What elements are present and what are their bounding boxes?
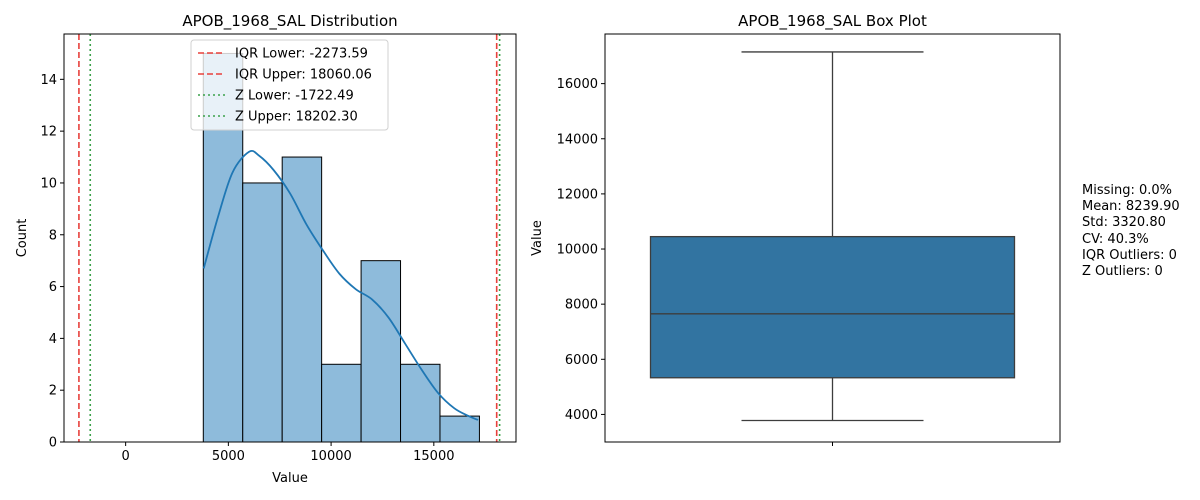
histogram-bar-5 bbox=[400, 363, 441, 443]
reference-lines bbox=[78, 34, 501, 442]
histogram-bars bbox=[202, 52, 480, 443]
box-plot-y-axis-label: Value bbox=[530, 220, 545, 256]
histogram-legend: IQR Lower: -2273.59 IQR Upper: 18060.06 Z … bbox=[190, 39, 389, 131]
kde-curve-group bbox=[202, 149, 479, 421]
kde-curve bbox=[202, 149, 479, 421]
stat-z-outliers: Z Outliers: 0 bbox=[1082, 264, 1163, 279]
y-tick-label: 12000 bbox=[557, 187, 598, 202]
histogram-axes-frame bbox=[63, 33, 517, 443]
legend-label-1: IQR Upper: 18060.06 bbox=[235, 68, 372, 83]
y-tick-label: 0 bbox=[49, 436, 57, 451]
histogram-bar-3 bbox=[321, 363, 362, 443]
legend-label-2: Z Lower: -1722.49 bbox=[235, 89, 354, 104]
histogram-x-axis-label: Value bbox=[272, 471, 308, 486]
histogram-y-ticks: 0 2 4 6 8 10 12 14 bbox=[40, 73, 64, 451]
y-tick-label: 14000 bbox=[557, 132, 598, 147]
interquartile-box bbox=[649, 235, 1016, 379]
histogram-bar-6 bbox=[439, 415, 480, 443]
box-plot-shapes bbox=[649, 51, 1016, 446]
stat-missing: Missing: 0.0% bbox=[1082, 183, 1172, 198]
y-tick-label: 6000 bbox=[565, 353, 598, 368]
x-tick-label: 0 bbox=[121, 449, 129, 464]
legend-box bbox=[190, 39, 389, 131]
legend-label-0: IQR Lower: -2273.59 bbox=[235, 47, 368, 62]
y-tick-label: 2 bbox=[49, 384, 57, 399]
y-tick-label: 4 bbox=[49, 332, 57, 347]
y-tick-label: 6 bbox=[49, 280, 57, 295]
legend-label-3: Z Upper: 18202.30 bbox=[235, 110, 358, 125]
box-plot: 4000 6000 8000 10000 12000 14000 16000 APOB_19… bbox=[530, 12, 1061, 446]
x-tick-label: 5000 bbox=[212, 449, 245, 464]
y-tick-label: 4000 bbox=[565, 408, 598, 423]
y-tick-label: 10 bbox=[40, 176, 57, 191]
histogram-plot: 0 5000 10000 15000 0 2 4 6 8 10 12 14 APOB_1968_SA… bbox=[15, 12, 517, 486]
stat-std: Std: 3320.80 bbox=[1082, 215, 1166, 230]
histogram-title: APOB_1968_SAL Distribution bbox=[182, 12, 397, 31]
x-tick-label: 15000 bbox=[413, 449, 454, 464]
stat-cv: CV: 40.3% bbox=[1082, 232, 1149, 247]
histogram-bar-4 bbox=[360, 260, 402, 443]
stat-iqr-outliers: IQR Outliers: 0 bbox=[1082, 248, 1177, 263]
stat-mean: Mean: 8239.90 bbox=[1082, 199, 1180, 214]
y-tick-label: 16000 bbox=[557, 77, 598, 92]
y-tick-label: 8000 bbox=[565, 298, 598, 313]
histogram-x-ticks: 0 5000 10000 15000 bbox=[121, 442, 454, 464]
y-tick-label: 14 bbox=[40, 73, 57, 88]
box-plot-axes-frame bbox=[604, 33, 1061, 443]
y-tick-label: 8 bbox=[49, 228, 57, 243]
box-plot-y-ticks: 4000 6000 8000 10000 12000 14000 16000 bbox=[557, 77, 605, 423]
histogram-bar-2 bbox=[281, 156, 323, 443]
x-tick-label: 10000 bbox=[310, 449, 351, 464]
y-tick-label: 10000 bbox=[557, 243, 598, 258]
histogram-y-axis-label: Count bbox=[15, 219, 30, 258]
box-plot-title: APOB_1968_SAL Box Plot bbox=[738, 12, 927, 31]
y-tick-label: 12 bbox=[40, 125, 57, 140]
histogram-bar-1 bbox=[242, 182, 283, 443]
summary-statistics: Missing: 0.0% Mean: 8239.90 Std: 3320.80… bbox=[1082, 183, 1180, 279]
